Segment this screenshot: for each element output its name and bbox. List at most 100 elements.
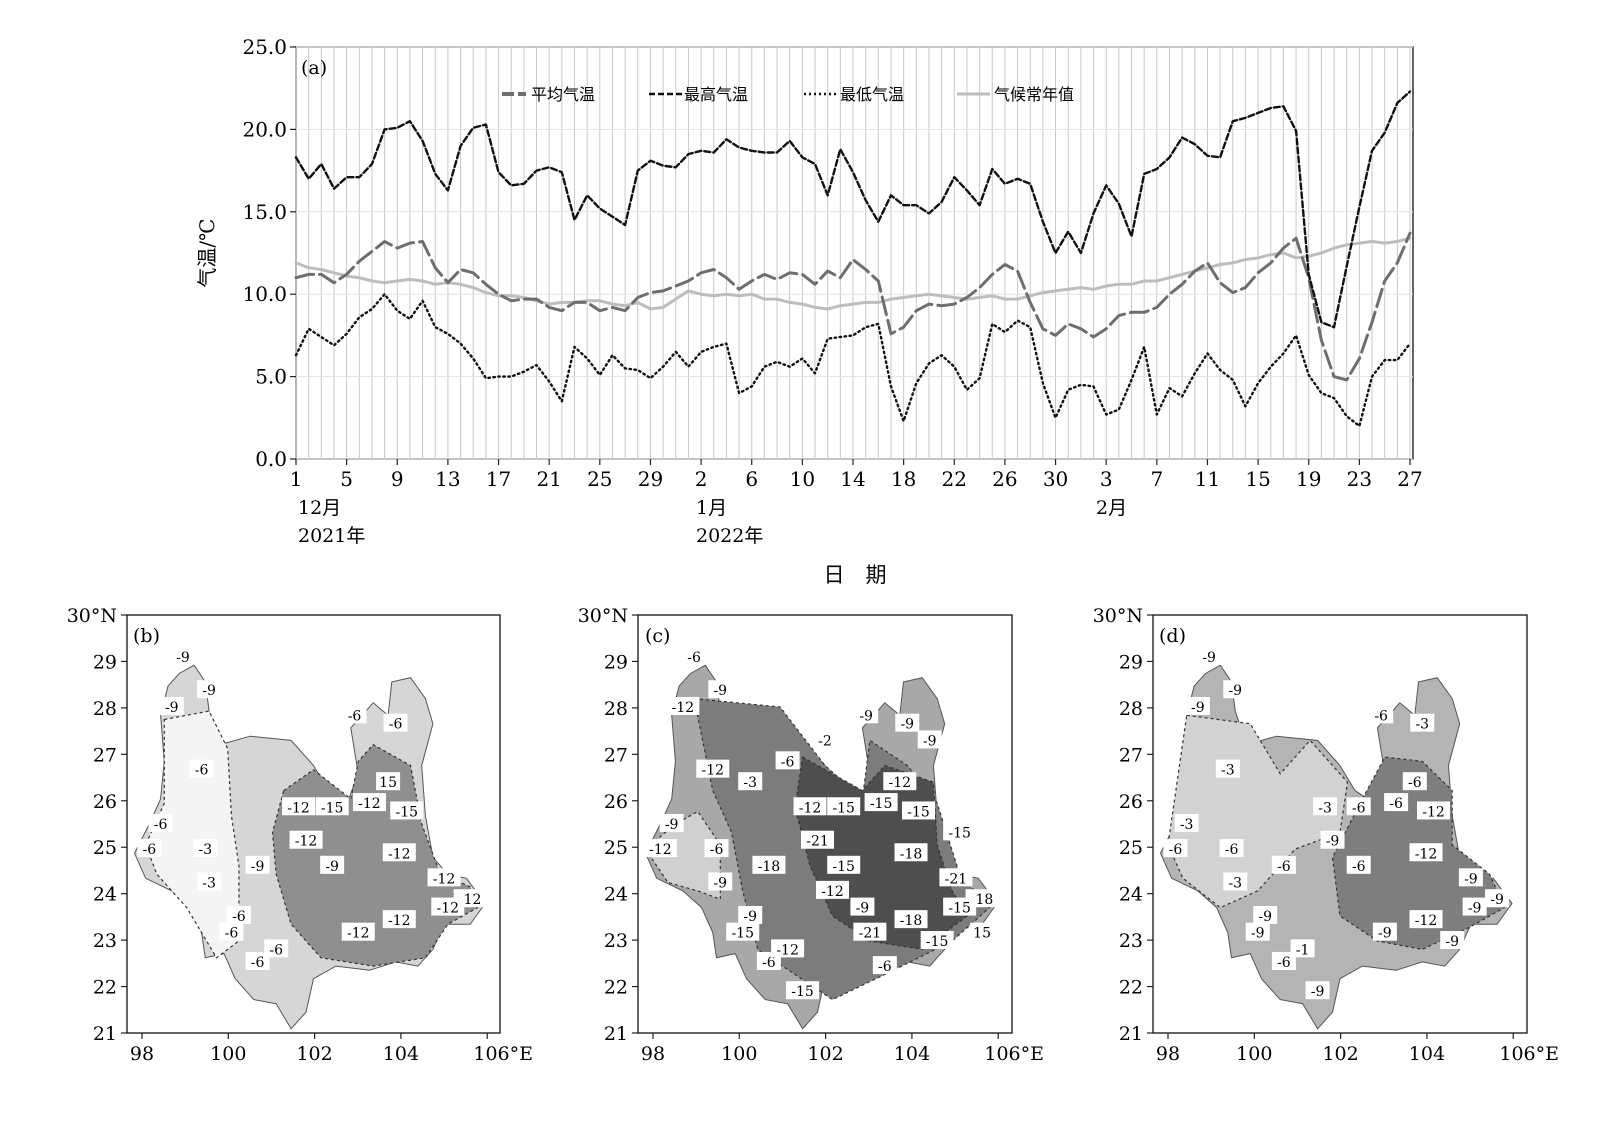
y-tick-label: 5.0 [255,365,287,389]
contour-label-box [793,797,827,816]
contour-label: -9 [923,733,937,749]
lat-tick-label: 27 [604,744,628,766]
x-tick-label: 23 [1347,467,1372,491]
contour-label: -9 [1468,901,1482,917]
contour-label: -9 [1464,871,1478,887]
series-line-1 [294,90,1412,329]
contour-label: -6 [1225,842,1239,858]
contour-label-box [894,843,928,862]
contour-label-box [752,855,786,874]
contour-label-box [170,646,195,665]
contour-label: -12 [287,800,310,816]
contour-label: -6 [389,717,403,733]
lat-tick-label: 23 [93,930,117,952]
contour-label: -9 [202,683,216,699]
contour-label: -3 [1180,817,1194,833]
x-tick-label: 22 [942,467,967,491]
contour-label: -6 [1277,859,1291,875]
contour-label: -12 [821,884,844,900]
x-tick-label: 5 [340,467,353,491]
contour-label-box [696,759,730,778]
x-tick-label: 19 [1296,467,1321,491]
contour-label: -15 [870,796,893,812]
contour-label-box [827,855,861,874]
contour-label-box [850,897,875,916]
contour-label-box [775,751,800,770]
contour-label-box [1409,843,1443,862]
contour-label: -15 [948,825,971,841]
contour-label: -6 [781,754,795,770]
contour-label-box [1305,981,1330,1000]
contour-label-box [1372,922,1397,941]
contour-label: -6 [251,955,265,971]
contour-label: -3 [1228,876,1242,892]
lat-tick-label: 28 [604,698,628,720]
x-tick-label: 7 [1150,467,1163,491]
contour-label: -9 [665,817,679,833]
contour-label: -18 [758,859,781,875]
map-zone [1167,714,1349,909]
contour-label-box [1219,839,1244,858]
contour-label-box [352,793,386,812]
lat-tick-label: 23 [1119,930,1143,952]
x-tick-label: 15 [1245,467,1270,491]
lat-tick-label: 24 [93,884,117,906]
contour-label: -9 [176,650,190,666]
lat-tick-label: 25 [1119,837,1143,859]
legend-label-mean: 平均气温 [531,85,595,104]
contour-label-box [1215,759,1240,778]
contour-label-box [1223,872,1248,891]
x-tick-label: 18 [891,467,916,491]
contour-label: -12 [433,871,456,887]
lat-tick-label: 24 [604,884,628,906]
lat-tick-label: 29 [93,651,117,673]
contour-label: -9 [1311,984,1325,1000]
contour-label-box [786,981,820,1000]
lat-tick-label: 27 [1119,744,1143,766]
lon-tick-label: 100 [721,1043,757,1065]
contour-label: -6 [1352,859,1366,875]
contour-label: -9 [743,909,757,925]
lon-tick-label: 98 [1156,1043,1180,1065]
contour-label-box [383,713,408,732]
contour-label-box [1163,839,1188,858]
contour-label: -12 [388,913,411,929]
contour-label: -6 [1389,796,1403,812]
contour-label: -15 [832,800,855,816]
lat-tick-label: 22 [604,977,628,999]
contour-label-box [659,814,684,832]
x-tick-label: 6 [745,467,758,491]
panel-label-b: (b) [133,625,160,647]
y-tick-label: 20.0 [242,117,287,141]
contour-label-box [943,897,977,916]
contour-label: -3 [202,876,216,892]
contour-label: -9 [1251,926,1265,942]
contour-label-box [197,872,222,891]
contour-label: -18 [900,846,923,862]
contour-label: -12 [1422,804,1445,820]
contour-label-box [1271,951,1296,970]
contour-label-box [872,956,897,975]
contour-label-box [1417,801,1450,820]
contour-label-box [771,939,805,958]
month-label-feb: 2月 [1096,497,1127,519]
contour-label: -3 [1415,717,1429,733]
lat-tick-label: 25 [604,837,628,859]
contour-label: -9 [1258,909,1272,925]
contour-label-box [883,772,917,791]
contour-label-box [159,696,184,715]
lat-tick-label: 22 [93,977,117,999]
contour-label-box [801,830,835,849]
contour-label: -12 [358,796,381,812]
x-tick-label: 26 [992,467,1017,491]
legend-label-min: 最低气温 [840,85,904,104]
contour-label: -12 [889,775,912,791]
contour-label-box [917,730,942,749]
contour-label: -9 [251,859,265,875]
contour-label-box [1369,705,1394,724]
contour-label: -6 [762,955,776,971]
contour-label-box [738,905,763,924]
contour-label-box [1458,868,1483,887]
lat-tick-label: 26 [604,791,628,813]
lat-tick-label: 28 [93,698,117,720]
